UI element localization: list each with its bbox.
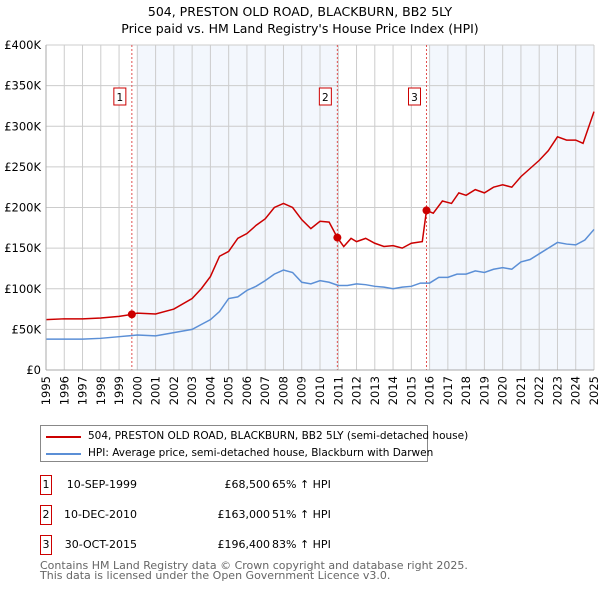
x-tick-label: 2011 (331, 376, 345, 405)
x-tick-label: 2025 (587, 376, 600, 405)
y-tick-label: £0 (26, 363, 41, 377)
x-tick-label: 2001 (149, 376, 163, 405)
x-tick-label: 2003 (185, 376, 199, 405)
x-tick-label: 2017 (441, 376, 455, 405)
x-tick-label: 2022 (532, 376, 546, 405)
transaction-date: 10-SEP-1999 (66, 478, 137, 491)
series-line-property (45, 111, 595, 321)
transaction-price: £196,400 (217, 538, 271, 551)
legend-label-hpi: HPI: Average price, semi-detached house,… (88, 447, 434, 459)
marker-box (318, 87, 332, 106)
price-chart: 1995 1996 1997 1998 1999 2000 2001 2002 2003 2004… (4, 38, 600, 405)
footer-line2: This data is licensed under the Open Gov… (40, 569, 391, 582)
marker-label: 3 (411, 92, 418, 104)
legend-swatch-property (46, 436, 81, 438)
x-tick-label: 1997 (76, 376, 90, 405)
x-tick-label: 2016 (423, 376, 437, 405)
footer-line1: Contains HM Land Registry data © Crown c… (40, 559, 468, 572)
y-tick-label: £250K (4, 160, 41, 174)
y-tick-label: £100K (4, 282, 41, 296)
sale-point (127, 310, 136, 319)
legend-swatch-hpi (46, 453, 81, 455)
series-line-hpi (46, 228, 595, 340)
x-tick-label: 2000 (130, 376, 144, 405)
x-tick-label: 2014 (386, 376, 400, 405)
x-tick-label: 2021 (514, 376, 528, 405)
x-tick-label: 2020 (496, 376, 510, 405)
x-tick-label: 2023 (550, 376, 564, 405)
transaction-hpi-change: 83% ↑ HPI (272, 538, 331, 551)
marker-box (407, 87, 421, 106)
y-tick-label: £300K (4, 119, 41, 133)
y-tick-label: £150K (4, 241, 41, 255)
transaction-hpi-change: 51% ↑ HPI (272, 508, 331, 521)
y-tick-label: £350K (4, 79, 41, 93)
x-tick-label: 2002 (167, 376, 181, 405)
x-tick-label: 2007 (258, 376, 272, 405)
transaction-number: 2 (40, 505, 52, 525)
x-tick-label: 2013 (368, 376, 382, 405)
x-tick-label: 2018 (459, 376, 473, 405)
chart-subtitle: Price paid vs. HM Land Registry's House … (121, 21, 479, 36)
transaction-number: 3 (40, 535, 52, 555)
x-tick-label: 2006 (240, 376, 254, 405)
legend-label-property: 504, PRESTON OLD ROAD, BLACKBURN, BB2 5L… (88, 430, 469, 442)
x-tick-label: 2008 (276, 376, 290, 405)
x-tick-label: 2019 (477, 376, 491, 405)
x-tick-label: 1995 (39, 376, 53, 405)
x-tick-label: 2009 (295, 376, 309, 405)
x-tick-label: 1998 (94, 376, 108, 405)
legend: 504, PRESTON OLD ROAD, BLACKBURN, BB2 5L… (40, 425, 468, 462)
marker-box (113, 87, 127, 106)
transaction-price: £68,500 (224, 478, 271, 491)
x-tick-label: 1999 (112, 376, 126, 405)
marker-label: 2 (322, 92, 329, 104)
y-tick-label: £400K (4, 38, 41, 52)
sale-point (333, 233, 342, 242)
transaction-date: 30-OCT-2015 (64, 538, 137, 551)
x-tick-label: 1996 (57, 376, 71, 405)
y-tick-label: £50K (12, 322, 42, 336)
y-tick-label: £200K (4, 201, 41, 215)
x-tick-label: 2010 (313, 376, 327, 405)
transaction-date: 10-DEC-2010 (63, 508, 137, 521)
transaction-price: £163,000 (217, 508, 271, 521)
marker-label: 1 (117, 92, 124, 104)
transaction-hpi-change: 65% ↑ HPI (272, 478, 331, 491)
footer: Contains HM Land Registry data © Crown c… (40, 559, 468, 582)
x-tick-label: 2012 (350, 376, 364, 405)
transaction-number: 1 (40, 475, 52, 495)
x-tick-label: 2024 (569, 376, 583, 405)
x-tick-label: 2004 (203, 376, 217, 405)
sale-point (422, 206, 431, 215)
x-tick-label: 2005 (222, 376, 236, 405)
chart-title: 504, PRESTON OLD ROAD, BLACKBURN, BB2 5L… (147, 4, 453, 19)
x-tick-label: 2015 (404, 376, 418, 405)
